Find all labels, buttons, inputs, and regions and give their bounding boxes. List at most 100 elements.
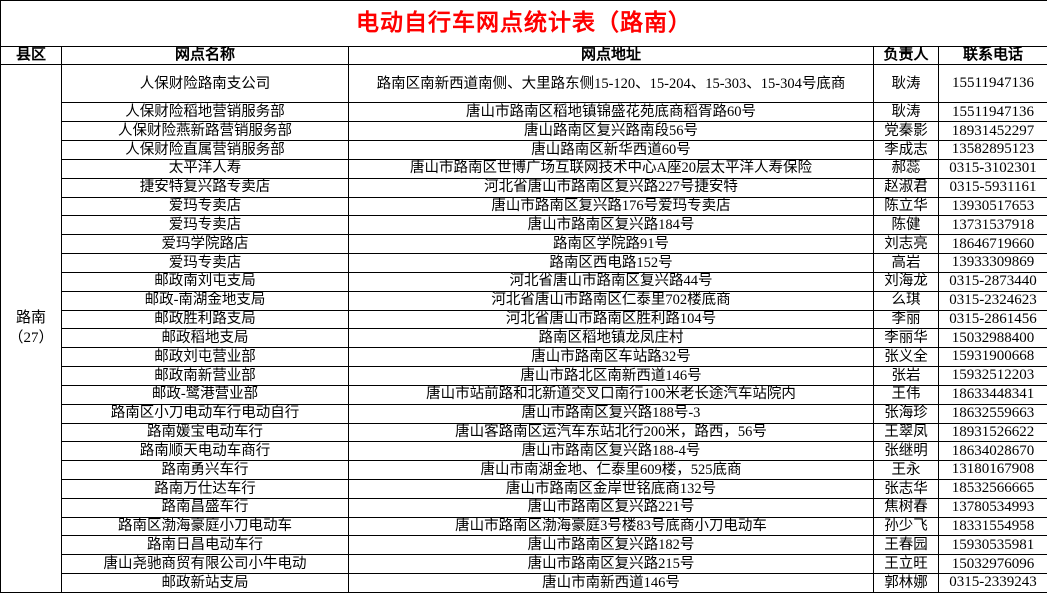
cell-phone: 18634028670	[937, 441, 1047, 462]
cell-site-address: 河北省唐山市路南区胜利路104号	[348, 309, 874, 330]
col-header-site-address: 网点地址	[348, 45, 874, 66]
cell-manager: 焦树春	[873, 497, 939, 518]
cell-site-name: 路南区渤海豪庭小刀电动车	[61, 516, 349, 537]
cell-site-name: 人保财险燕新路营销服务部	[61, 121, 349, 142]
table-row: 邮政-鹭港营业部 唐山市站前路和北新道交叉口南行100米老长途汽车站院内 王伟 …	[1, 384, 1047, 405]
cell-site-name: 路南日昌电动车行	[61, 535, 349, 556]
cell-site-address: 路南区南新西道南侧、大里路东侧15-120、15-204、15-303、15-3…	[348, 64, 874, 104]
table-header: 县区 网点名称 网点地址 负责人 联系电话	[0, 45, 1047, 66]
cell-phone: 18633448341	[937, 384, 1047, 405]
table-row: 路南区渤海豪庭小刀电动车 唐山市路南区渤海豪庭3号楼83号底商小刀电动车 孙少飞…	[1, 516, 1047, 537]
cell-phone: 15511947136	[937, 102, 1047, 123]
cell-phone: 15931900668	[937, 347, 1047, 368]
cell-manager: 郝蕊	[873, 158, 939, 179]
table-row: 路南勇兴车行 唐山市南湖金地、仁泰里609楼，525底商 王永 13180167…	[1, 460, 1047, 480]
table-row: 太平洋人寿 唐山市路南区世博广场互联网技术中心A座20层太平洋人寿保险 郝蕊 0…	[1, 158, 1047, 179]
table-row: 邮政南新营业部 唐山市路北区南新西道146号 张岩 15932512203	[1, 366, 1047, 386]
cell-phone: 13582895123	[937, 140, 1047, 160]
cell-manager: 王立旺	[873, 554, 939, 575]
table-row: 人保财险燕新路营销服务部 唐山路南区复兴路南段56号 党秦影 189314522…	[1, 121, 1047, 142]
cell-phone: 15511947136	[937, 64, 1047, 104]
cell-site-address: 河北省唐山市路南区复兴路227号捷安特	[348, 177, 874, 198]
district-name: 路南	[15, 310, 46, 327]
cell-site-address: 唐山市路南区复兴路221号	[348, 497, 874, 518]
cell-phone: 18632559663	[937, 403, 1047, 424]
cell-site-address: 唐山市路南区渤海豪庭3号楼83号底商小刀电动车	[348, 516, 874, 537]
cell-site-name: 邮政稻地支局	[61, 328, 349, 349]
cell-site-address: 唐山市站前路和北新道交叉口南行100米老长途汽车站院内	[348, 384, 874, 405]
cell-site-address: 路南区西电路152号	[348, 253, 874, 273]
table-row: 爱玛专卖店 唐山市路南区复兴路184号 陈健 13731537918	[1, 215, 1047, 236]
table-row: 邮政南刘屯支局 河北省唐山市路南区复兴路44号 刘海龙 0315-2873440	[1, 271, 1047, 292]
cell-site-address: 唐山市路南区复兴路188-4号	[348, 441, 874, 462]
cell-site-address: 唐山客路南区运汽车东站北行200米，路西，56号	[348, 422, 874, 443]
cell-manager: 王翠凤	[873, 422, 939, 443]
table-row: 邮政刘屯营业部 唐山市路南区车站路32号 张义全 15931900668	[1, 347, 1047, 368]
cell-phone: 13780534993	[937, 497, 1047, 518]
page-title: 电动自行车网点统计表（路南）	[0, 0, 1047, 47]
cell-site-address: 路南区稻地镇龙凤庄村	[348, 328, 874, 349]
table-row: 人保财险稻地营销服务部 唐山市路南区稻地镇锦盛花苑底商稻胥路60号 耿涛 155…	[1, 102, 1047, 123]
cell-site-name: 邮政-鹭港营业部	[61, 384, 349, 405]
col-header-manager: 负责人	[873, 45, 939, 66]
cell-manager: 刘志亮	[873, 234, 939, 255]
col-header-district: 县区	[0, 45, 62, 66]
cell-site-address: 河北省唐山市路南区复兴路44号	[348, 271, 874, 292]
cell-site-name: 爱玛专卖店	[61, 196, 349, 217]
title-row: 电动自行车网点统计表（路南）	[0, 0, 1047, 47]
table-row: 路南昌盛车行 唐山市路南区复兴路221号 焦树春 13780534993	[1, 497, 1047, 518]
cell-phone: 0315-2873440	[937, 271, 1047, 292]
cell-manager: 张岩	[873, 366, 939, 386]
cell-site-address: 唐山路南区新华西道60号	[348, 140, 874, 160]
cell-site-name: 爱玛专卖店	[61, 253, 349, 273]
cell-site-name: 邮政胜利路支局	[61, 309, 349, 330]
cell-manager: 郭林娜	[873, 573, 939, 593]
cell-manager: 么琪	[873, 290, 939, 311]
cell-site-address: 唐山市南湖金地、仁泰里609楼，525底商	[348, 460, 874, 480]
cell-manager: 张继明	[873, 441, 939, 462]
cell-phone: 18931526622	[937, 422, 1047, 443]
cell-site-address: 唐山路南区复兴路南段56号	[348, 121, 874, 142]
cell-phone: 18331554958	[937, 516, 1047, 537]
cell-site-name: 太平洋人寿	[61, 158, 349, 179]
cell-site-address: 路南区学院路91号	[348, 234, 874, 255]
cell-manager: 刘海龙	[873, 271, 939, 292]
cell-phone: 15032976096	[937, 554, 1047, 575]
cell-site-address: 唐山市南新西道146号	[348, 573, 874, 593]
cell-site-address: 河北省唐山市路南区仁泰里702楼底商	[348, 290, 874, 311]
district-count: （27）	[8, 329, 54, 346]
table-row: 唐山尧驰商贸有限公司小牛电动 唐山市路南区复兴路215号 王立旺 1503297…	[1, 554, 1047, 575]
cell-site-name: 路南顺天电动车商行	[61, 441, 349, 462]
cell-site-name: 路南媛宝电动车行	[61, 422, 349, 443]
table-row: 邮政-南湖金地支局 河北省唐山市路南区仁泰里702楼底商 么琪 0315-232…	[1, 290, 1047, 311]
cell-phone: 13180167908	[937, 460, 1047, 480]
table-row: 爱玛学院路店 路南区学院路91号 刘志亮 18646719660	[1, 234, 1047, 255]
cell-site-name: 邮政-南湖金地支局	[61, 290, 349, 311]
table-row: 路南顺天电动车商行 唐山市路南区复兴路188-4号 张继明 1863402867…	[1, 441, 1047, 462]
cell-site-address: 唐山市路南区复兴路188号-3	[348, 403, 874, 424]
table-row: 捷安特复兴路专卖店 河北省唐山市路南区复兴路227号捷安特 赵淑君 0315-5…	[1, 177, 1047, 198]
cell-site-name: 邮政刘屯营业部	[61, 347, 349, 368]
table-row: 路南区小刀电动车行电动自行 唐山市路南区复兴路188号-3 张海珍 186325…	[1, 403, 1047, 424]
cell-site-name: 路南区小刀电动车行电动自行	[61, 403, 349, 424]
table-row: 爱玛专卖店 路南区西电路152号 高岩 13933309869	[1, 253, 1047, 273]
table-body: 路南 （27） 人保财险路南支公司 路南区南新西道南侧、大里路东侧15-120、1…	[0, 64, 1047, 593]
cell-manager: 赵淑君	[873, 177, 939, 198]
table-row: 爱玛专卖店 唐山市路南区复兴路176号爱玛专卖店 陈立华 13930517653	[1, 196, 1047, 217]
cell-manager: 孙少飞	[873, 516, 939, 537]
cell-site-address: 唐山市路南区复兴路215号	[348, 554, 874, 575]
cell-phone: 15932512203	[937, 366, 1047, 386]
cell-manager: 耿涛	[873, 102, 939, 123]
table-row: 邮政稻地支局 路南区稻地镇龙凤庄村 李丽华 15032988400	[1, 328, 1047, 349]
table-row: 路南万仕达车行 唐山市路南区金岸世铭底商132号 张志华 18532566665	[1, 478, 1047, 499]
cell-site-address: 唐山市路北区南新西道146号	[348, 366, 874, 386]
cell-site-name: 邮政南刘屯支局	[61, 271, 349, 292]
cell-manager: 李丽华	[873, 328, 939, 349]
cell-phone: 0315-2339243	[937, 573, 1047, 593]
cell-manager: 耿涛	[873, 64, 939, 104]
cell-site-name: 爱玛学院路店	[61, 234, 349, 255]
cell-site-name: 人保财险路南支公司	[61, 64, 349, 104]
cell-phone: 13930517653	[937, 196, 1047, 217]
cell-phone: 13731537918	[937, 215, 1047, 236]
cell-site-name: 人保财险稻地营销服务部	[61, 102, 349, 123]
